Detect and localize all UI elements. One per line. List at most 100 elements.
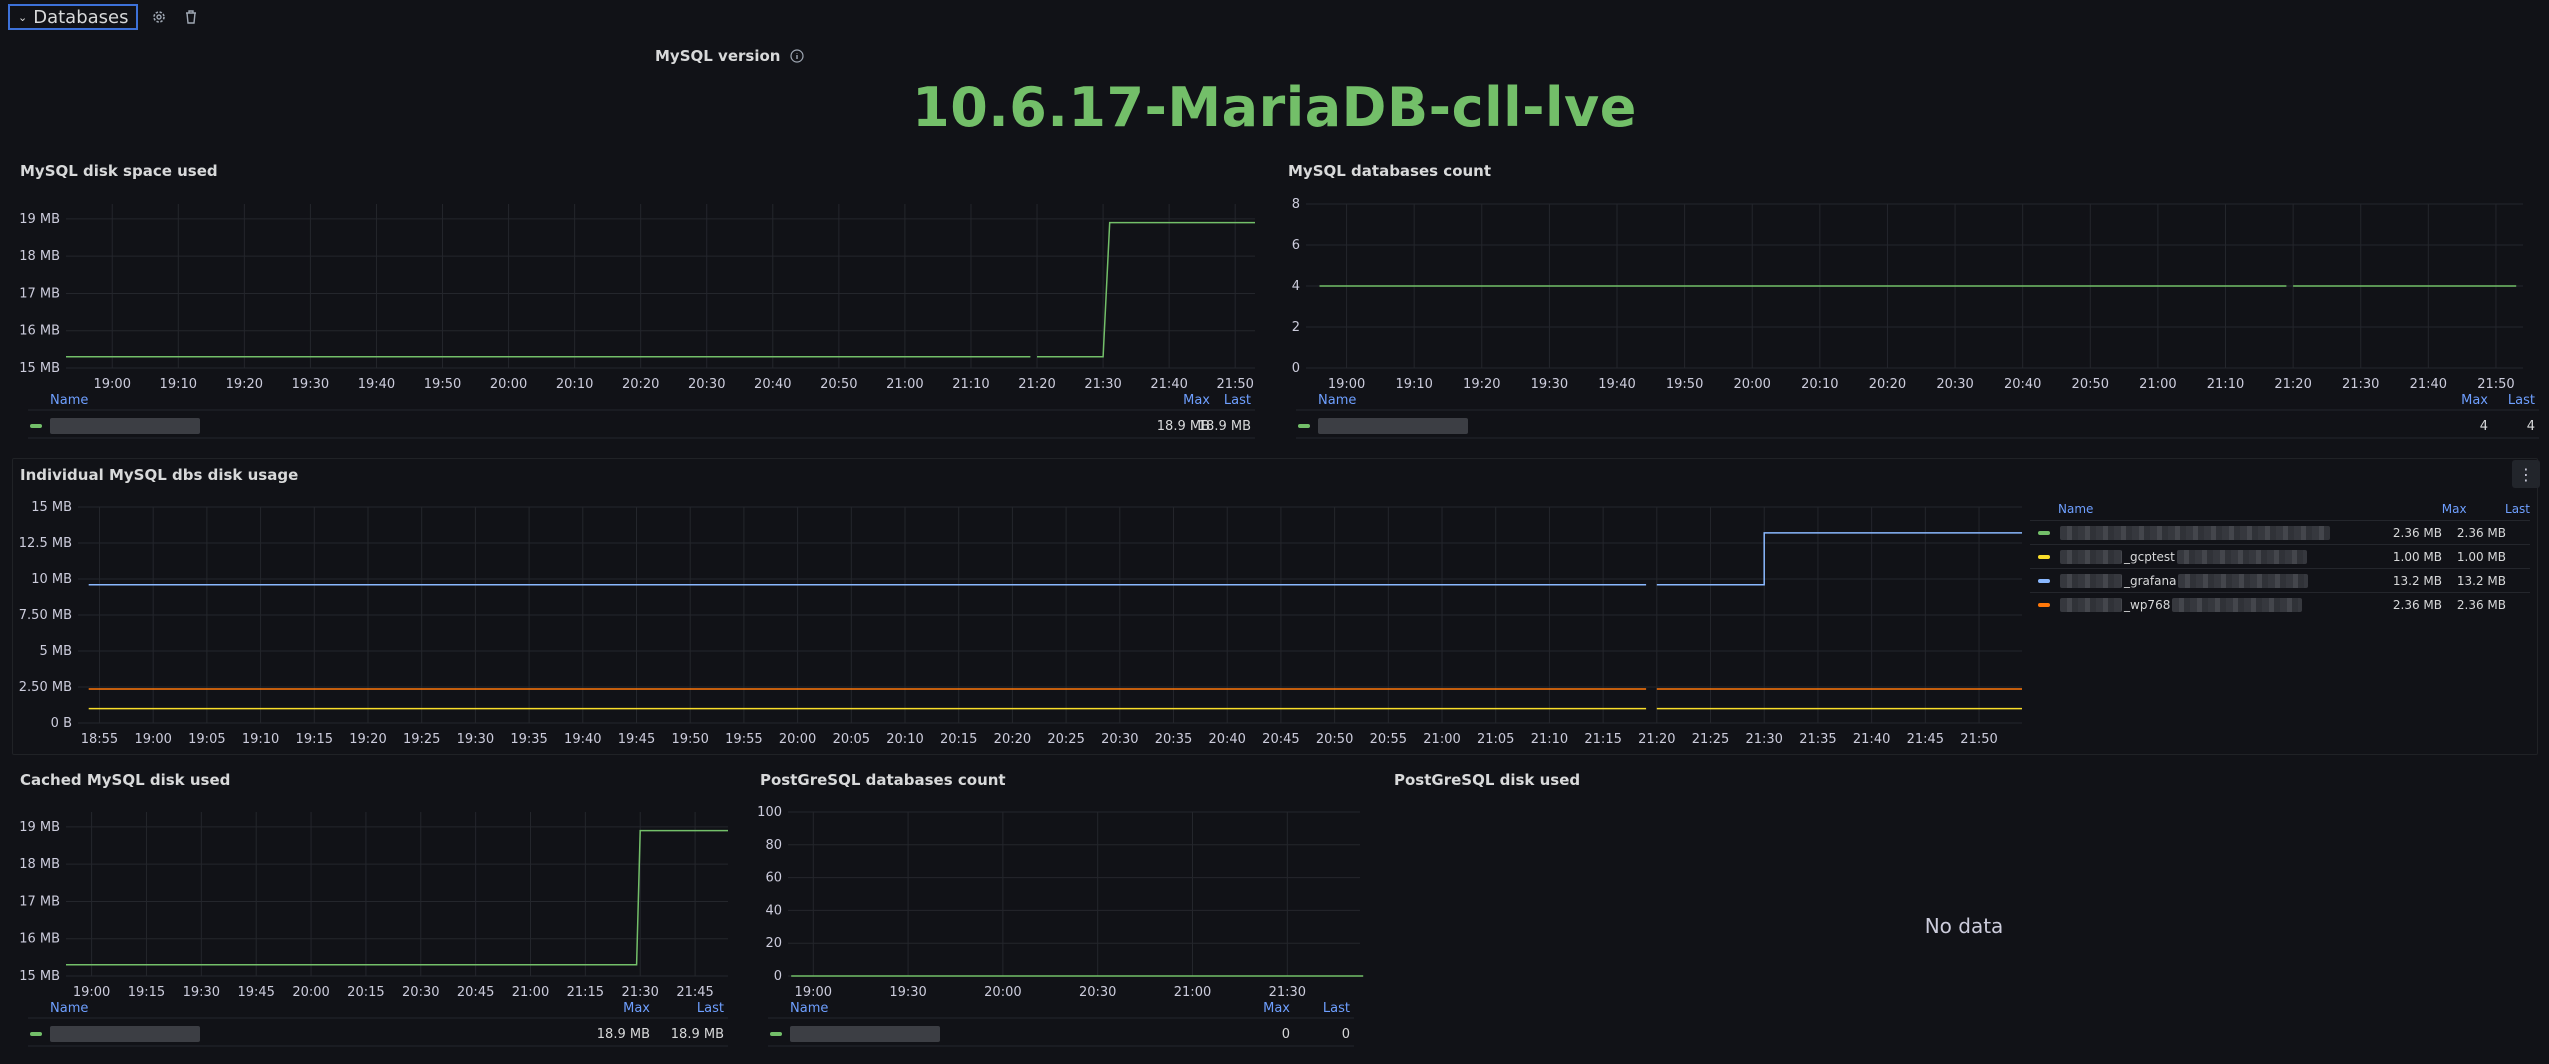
stat-panel-title: MySQL version: [655, 47, 805, 65]
legend-swatch: [2038, 554, 2050, 559]
legend-max-value: 2.36 MB: [2392, 597, 2442, 612]
legend-header-name[interactable]: Name: [2058, 502, 2094, 516]
x-tick-label: 21:30: [2342, 377, 2379, 392]
legend-max-value: 4: [2480, 419, 2488, 434]
legend-last-value: 2.36 MB: [2456, 597, 2506, 612]
legend-last-value: 0: [1342, 1027, 1350, 1042]
legend-last-value: 18.9 MB: [671, 1027, 724, 1042]
x-tick-label: 19:30: [1531, 377, 1568, 392]
x-tick-label: 20:40: [2004, 377, 2041, 392]
y-tick-label: 100: [757, 805, 782, 820]
legend-series-suffix: _grafana: [2124, 573, 2177, 588]
legend-row[interactable]: _grafana 13.2 MB 13.2 MB: [2030, 568, 2530, 592]
x-tick-label: 20:10: [1801, 377, 1838, 392]
legend-series-name[interactable]: _gcptest: [2060, 549, 2330, 564]
legend-last-value: 13.2 MB: [2456, 573, 2506, 588]
legend-header-last[interactable]: Last: [2508, 393, 2535, 408]
x-tick-label: 21:30: [1745, 732, 1782, 747]
trash-icon[interactable]: [180, 6, 202, 28]
legend-series-name[interactable]: [2060, 525, 2330, 540]
legend-row[interactable]: 2.36 MB 2.36 MB: [2030, 520, 2530, 544]
y-tick-label: 60: [765, 871, 782, 886]
x-tick-label: 20:00: [292, 985, 329, 1000]
legend-swatch: [2038, 530, 2050, 535]
legend-header-last[interactable]: Last: [1224, 393, 1251, 408]
x-tick-label: 20:00: [490, 377, 527, 392]
legend-series-suffix: _gcptest: [2124, 549, 2175, 564]
panel-title-pg-disk: PostGreSQL disk used: [1394, 771, 1581, 789]
legend-header-max[interactable]: Max: [1183, 393, 1210, 408]
more-vertical-icon: ⋮: [2518, 464, 2534, 484]
x-tick-label: 21:40: [1853, 732, 1890, 747]
chart-individual: 15 MB 12.5 MB 10 MB 7.50 MB 5 MB 2.50 MB 0 B 18…: [19, 500, 2022, 747]
y-tick-label: 15 MB: [31, 500, 72, 515]
x-tick-label: 20:45: [457, 985, 494, 1000]
redacted-text: [2060, 573, 2122, 588]
legend-header-last[interactable]: Last: [1323, 1001, 1350, 1016]
y-tick-label: 20: [765, 936, 782, 951]
legend-header-max[interactable]: Max: [2441, 502, 2467, 516]
x-tick-label: 19:05: [188, 732, 225, 747]
y-tick-label: 15 MB: [19, 361, 60, 376]
legend-last-value: 2.36 MB: [2456, 525, 2506, 540]
panel-title-individual: Individual MySQL dbs disk usage: [20, 466, 299, 484]
x-tick-label: 20:15: [940, 732, 977, 747]
legend-last-value: 18.9 MB: [1198, 419, 1251, 434]
legend-header-name[interactable]: Name: [1318, 393, 1356, 408]
y-tick-label: 12.5 MB: [19, 536, 72, 551]
redacted-series-name[interactable]: [50, 1026, 200, 1042]
legend-header-max[interactable]: Max: [1263, 1001, 1290, 1016]
x-tick-label: 20:40: [754, 377, 791, 392]
legend-header-name[interactable]: Name: [50, 393, 88, 408]
legend-header-max[interactable]: Max: [623, 1001, 650, 1016]
x-tick-label: 20:40: [1208, 732, 1245, 747]
row-toggle-databases[interactable]: ⌄ Databases: [8, 4, 139, 30]
gear-icon[interactable]: [148, 6, 170, 28]
row-header: ⌄ Databases: [8, 2, 202, 32]
legend-header-max[interactable]: Max: [2461, 393, 2488, 408]
x-tick-label: 19:40: [564, 732, 601, 747]
legend-row[interactable]: _wp768 2.36 MB 2.36 MB: [2030, 592, 2530, 616]
chart-cached: 19 MB 18 MB 17 MB 16 MB 15 MB 19:00 19:15 19:30…: [19, 812, 728, 1047]
panel-title-pg-count: PostGreSQL databases count: [760, 771, 1006, 789]
legend-header-name[interactable]: Name: [790, 1001, 828, 1016]
x-tick-label: 19:50: [1666, 377, 1703, 392]
legend-series-name[interactable]: _wp768: [2060, 597, 2330, 612]
x-tick-label: 20:30: [1101, 732, 1138, 747]
x-tick-label: 21:30: [1084, 377, 1121, 392]
panel-title-cached: Cached MySQL disk used: [20, 771, 231, 789]
legend-header-name[interactable]: Name: [50, 1001, 88, 1016]
y-tick-label: 0 B: [51, 716, 72, 731]
x-tick-label: 21:15: [1584, 732, 1621, 747]
x-tick-label: 21:05: [1477, 732, 1514, 747]
y-tick-label: 16 MB: [19, 932, 60, 947]
x-tick-label: 21:45: [1907, 732, 1944, 747]
y-tick-label: 10 MB: [31, 572, 72, 587]
x-tick-label: 19:20: [1463, 377, 1500, 392]
x-tick-label: 21:00: [886, 377, 923, 392]
series-line-green: [1037, 221, 1255, 358]
x-tick-label: 20:30: [1079, 985, 1116, 1000]
legend-header-last[interactable]: Last: [697, 1001, 724, 1016]
y-tick-label: 19 MB: [19, 212, 60, 227]
no-data-message: No data: [1924, 914, 2004, 938]
info-icon[interactable]: [790, 49, 805, 63]
redacted-text: [2178, 573, 2309, 588]
y-tick-label: 17 MB: [19, 894, 60, 909]
redacted-series-name[interactable]: [1318, 418, 1468, 434]
redacted-series-name[interactable]: [50, 418, 200, 434]
x-tick-label: 21:00: [1174, 985, 1211, 1000]
legend-row[interactable]: _gcptest 1.00 MB 1.00 MB: [2030, 544, 2530, 568]
x-tick-label: 20:50: [2072, 377, 2109, 392]
x-tick-label: 19:40: [358, 377, 395, 392]
legend-header-last[interactable]: Last: [2505, 502, 2531, 516]
redacted-text: [2060, 597, 2122, 612]
redacted-series-name[interactable]: [790, 1026, 940, 1042]
y-tick-label: 18 MB: [19, 857, 60, 872]
panel-menu-button[interactable]: ⋮: [2512, 460, 2540, 488]
legend-last-value: 4: [2527, 419, 2535, 434]
x-tick-label: 20:00: [984, 985, 1021, 1000]
legend-series-name[interactable]: _grafana: [2060, 573, 2330, 588]
legend-swatch: [770, 1032, 782, 1036]
stat-title-text: MySQL version: [655, 47, 781, 65]
